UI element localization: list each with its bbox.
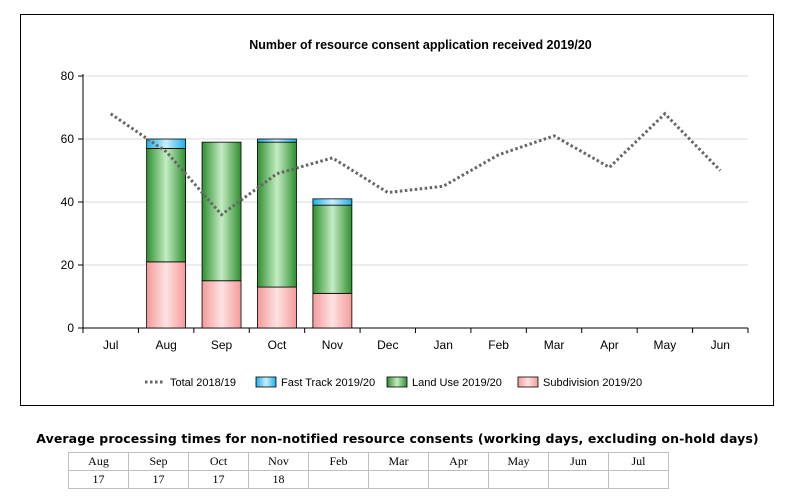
x-tick-label: Aug (155, 338, 176, 352)
y-tick-label: 40 (61, 195, 75, 209)
month-header: Nov (248, 452, 309, 471)
y-tick-label: 0 (67, 321, 74, 335)
bar-fast-track-2019-20 (257, 138, 297, 143)
bar-subdivision-2019-20 (312, 292, 353, 329)
chart-title: Number of resource consent application r… (249, 38, 592, 52)
legend-label: Land Use 2019/20 (412, 377, 502, 389)
bar-subdivision-2019-20 (257, 286, 297, 329)
month-header: Mar (368, 452, 429, 471)
legend-swatch (517, 376, 539, 388)
x-tick-label: Mar (544, 338, 565, 352)
bar-land-use-2019-20 (257, 141, 297, 288)
x-tick-label: Jan (434, 338, 453, 352)
bar-line-chart: Number of resource consent application r… (61, 38, 749, 389)
legend-label: Total 2018/19 (170, 377, 236, 389)
month-header: Oct (188, 452, 249, 471)
month-header: Jun (548, 452, 609, 471)
bar-fast-track-2019-20 (146, 138, 187, 149)
month-header: Sep (128, 452, 189, 471)
month-header: Jul (608, 452, 669, 471)
bar-land-use-2019-20 (201, 141, 242, 282)
processing-times-table: Aug Sep Oct Nov Feb Mar Apr May Jun Jul … (68, 452, 669, 489)
x-tick-label: Jul (103, 338, 118, 352)
bar-land-use-2019-20 (312, 204, 353, 294)
month-header: Feb (308, 452, 369, 471)
bar-subdivision-2019-20 (201, 280, 242, 329)
processing-days-cell: 17 (188, 470, 249, 489)
processing-days-cell: 18 (248, 470, 309, 489)
table-row: 17 17 17 18 (68, 470, 669, 489)
y-tick-label: 80 (61, 69, 75, 83)
legend-label: Fast Track 2019/20 (281, 377, 375, 389)
x-tick-label: Feb (488, 338, 509, 352)
legend-swatch (386, 376, 408, 388)
processing-days-cell (368, 470, 429, 489)
y-tick-label: 20 (61, 258, 75, 272)
processing-days-cell (428, 470, 489, 489)
x-tick-label: Nov (322, 338, 343, 352)
month-header: May (488, 452, 549, 471)
x-tick-label: Oct (268, 338, 287, 352)
x-tick-label: Apr (600, 338, 619, 352)
processing-days-cell (308, 470, 369, 489)
chart-frame: Number of resource consent application r… (20, 14, 774, 406)
processing-days-cell (548, 470, 609, 489)
processing-days-cell (608, 470, 669, 489)
x-tick-label: Dec (377, 338, 398, 352)
processing-days-cell (488, 470, 549, 489)
legend-swatch (255, 376, 277, 388)
processing-days-cell: 17 (68, 470, 129, 489)
legend-label: Subdivision 2019/20 (543, 377, 642, 389)
table-header-row: Aug Sep Oct Nov Feb Mar Apr May Jun Jul (68, 452, 669, 471)
x-tick-label: May (654, 338, 677, 352)
month-header: Aug (68, 452, 129, 471)
bar-fast-track-2019-20 (312, 198, 353, 206)
y-tick-label: 60 (61, 132, 75, 146)
month-header: Apr (428, 452, 489, 471)
x-tick-label: Jun (711, 338, 730, 352)
processing-days-cell: 17 (128, 470, 189, 489)
bar-subdivision-2019-20 (146, 261, 187, 329)
x-tick-label: Sep (211, 338, 233, 352)
line-total-2018-19 (109, 111, 722, 217)
processing-times-caption: Average processing times for non-notifie… (36, 431, 759, 446)
